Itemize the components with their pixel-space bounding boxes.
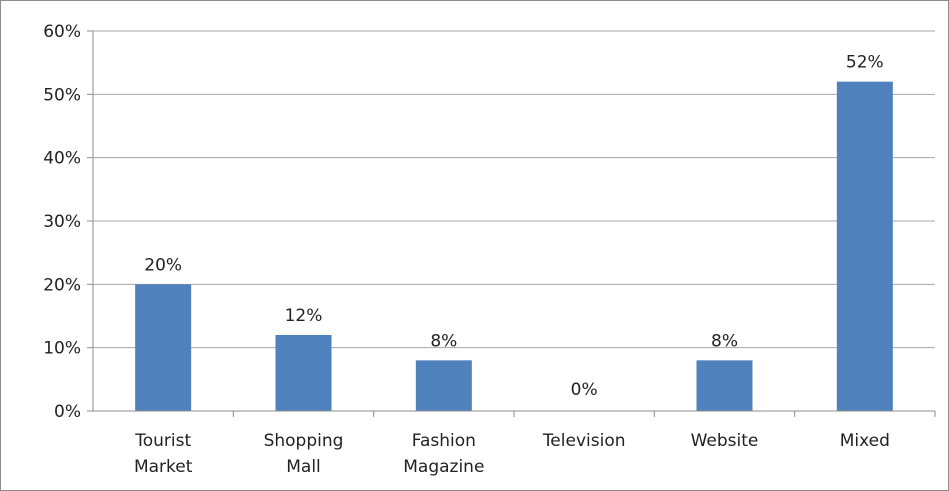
y-tick-label: 60% xyxy=(43,22,81,42)
data-label: 8% xyxy=(430,331,457,351)
bar xyxy=(836,81,893,412)
category-label: Fashion xyxy=(412,431,476,451)
data-label: 8% xyxy=(711,331,738,351)
bar xyxy=(696,360,753,411)
data-label: 52% xyxy=(846,53,884,73)
x-axis-labels: Tourist Market Shopping Mall Fashion Magazine… xyxy=(134,411,936,477)
y-tick-label: 0% xyxy=(54,402,81,422)
category-label: Market xyxy=(134,457,193,477)
data-label: 0% xyxy=(571,380,598,400)
category-label: Mixed xyxy=(840,431,890,451)
bar xyxy=(415,360,472,411)
data-label: 12% xyxy=(285,306,323,326)
category-label: Website xyxy=(691,431,759,451)
category-label: Mall xyxy=(286,457,321,477)
data-label: 20% xyxy=(144,255,182,275)
bars xyxy=(135,81,893,412)
data-labels: 20% 12% 8% 0% 8% 52% xyxy=(144,53,883,400)
y-tick-label: 50% xyxy=(43,85,81,105)
bar xyxy=(135,284,192,411)
gridlines xyxy=(93,30,935,349)
category-label: Television xyxy=(542,431,626,451)
category-label: Tourist xyxy=(134,431,191,451)
category-label: Magazine xyxy=(403,457,484,477)
bar xyxy=(275,335,332,411)
y-tick-label: 40% xyxy=(43,149,81,169)
y-axis-ticks: 0% 10% 20% 30% 40% 50% 60% xyxy=(43,22,94,422)
category-label: Shopping xyxy=(264,431,344,451)
y-tick-label: 30% xyxy=(43,212,81,232)
y-tick-label: 10% xyxy=(43,339,81,359)
y-tick-label: 20% xyxy=(43,275,81,295)
